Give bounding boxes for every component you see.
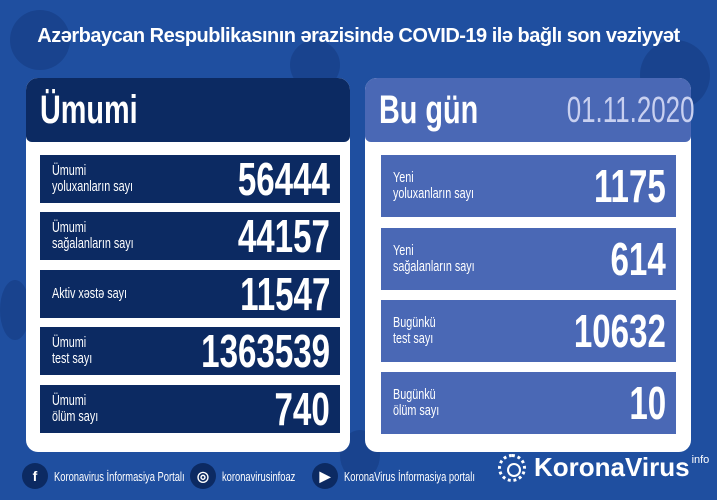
- stat-row: Aktiv xəstə sayı 11547: [40, 268, 340, 320]
- stat-label-line: test sayı: [393, 330, 434, 347]
- stat-label-line: test sayı: [52, 350, 93, 367]
- stat-label-line: Ümumi: [52, 392, 87, 409]
- total-title: Ümumi: [40, 87, 138, 132]
- stat-label-line: Bugünkü: [393, 386, 436, 403]
- stat-label-line: ölüm sayı: [393, 402, 440, 419]
- today-header: Bu gün 01.11.2020: [365, 78, 695, 142]
- stat-value: 614: [610, 233, 666, 285]
- stat-value: 56444: [237, 153, 330, 205]
- stat-label-line: Yeni: [393, 169, 414, 186]
- stat-value: 1363539: [201, 325, 330, 377]
- stat-value: 10: [629, 377, 666, 429]
- stat-label-line: Ümumi: [52, 334, 87, 351]
- stat-label: Bugünkü ölüm sayı: [393, 387, 439, 419]
- youtube-link[interactable]: ▶ KoronaVirus İnformasiya portalı: [312, 463, 526, 489]
- page-title: Azərbaycan Respublikasının ərazisində CO…: [37, 25, 680, 47]
- stat-label-line: Ümumi: [52, 162, 87, 179]
- virus-decoration: [10, 10, 70, 70]
- facebook-icon: f: [22, 463, 48, 489]
- stat-row: Ümumi ölüm sayı 740: [40, 383, 340, 435]
- stat-row: Bugünkü ölüm sayı 10: [381, 372, 676, 434]
- stat-label-line: Aktiv xəstə sayı: [52, 285, 128, 302]
- total-panel: Ümumi Ümumi yoluxanların sayı 56444 Ümumi sa…: [26, 78, 350, 452]
- instagram-icon: ◎: [190, 463, 216, 489]
- stat-label-line: yoluxanların sayı: [393, 185, 475, 202]
- footer: f Koronavirus İnformasiya Portalı ◎ koro…: [0, 458, 717, 494]
- stat-label-line: Yeni: [393, 242, 414, 259]
- stat-label: Yeni yoluxanların sayı: [393, 170, 474, 202]
- stat-label: Ümumi yoluxanların sayı: [52, 163, 133, 195]
- stat-row: Bugünkü test sayı 10632: [381, 300, 676, 362]
- facebook-link[interactable]: f Koronavirus İnformasiya Portalı: [22, 463, 235, 489]
- stat-label-line: ölüm sayı: [52, 408, 99, 425]
- youtube-icon: ▶: [312, 463, 338, 489]
- stat-row: Ümumi sağalanların sayı 44157: [40, 210, 340, 262]
- stat-label: Yeni sağalanların sayı: [393, 243, 475, 275]
- stat-value: 1175: [594, 160, 666, 212]
- stat-label-line: Bugünkü: [393, 314, 436, 331]
- stat-label-line: sağalanların sayı: [52, 235, 134, 252]
- stat-label: Aktiv xəstə sayı: [52, 286, 127, 302]
- stat-label: Bugünkü test sayı: [393, 315, 436, 347]
- today-panel: Bu gün 01.11.2020 Yeni yoluxanların sayı 1…: [365, 78, 695, 452]
- total-header: Ümumi: [26, 78, 350, 142]
- stat-label-line: yoluxanların sayı: [52, 178, 134, 195]
- stat-value: 11547: [239, 268, 330, 320]
- today-title: Bu gün: [379, 87, 479, 132]
- stat-value: 740: [274, 383, 330, 435]
- stat-label: Ümumi ölüm sayı: [52, 393, 98, 425]
- stat-label: Ümumi test sayı: [52, 335, 92, 367]
- koronavirus-logo: KoronaVirus info: [498, 452, 709, 483]
- stat-row: Ümumi test sayı 1363539: [40, 325, 340, 377]
- stat-value: 10632: [573, 305, 666, 357]
- virus-decoration: [0, 280, 30, 340]
- stat-value: 44157: [237, 210, 330, 262]
- stat-row: Ümumi yoluxanların sayı 56444: [40, 153, 340, 205]
- instagram-link[interactable]: ◎ koronavirusinfoaz: [190, 463, 324, 489]
- stat-label: Ümumi sağalanların sayı: [52, 220, 134, 252]
- stat-label-line: sağalanların sayı: [393, 258, 475, 275]
- stat-row: Yeni sağalanların sayı 614: [381, 228, 676, 290]
- stat-row: Yeni yoluxanların sayı 1175: [381, 155, 676, 217]
- sun-virus-icon: [498, 453, 526, 482]
- date: 01.11.2020: [566, 89, 695, 130]
- stat-label-line: Ümumi: [52, 219, 87, 236]
